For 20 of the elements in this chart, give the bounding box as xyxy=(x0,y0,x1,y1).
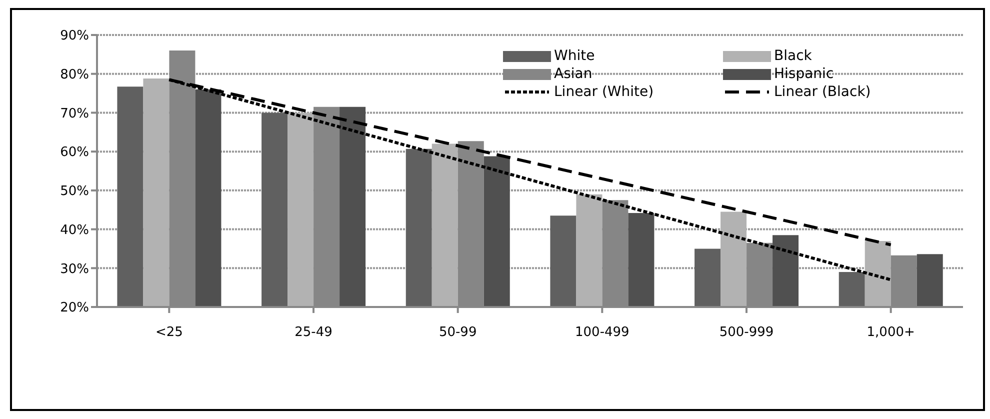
y-tick-label: 50% xyxy=(60,184,89,200)
x-tick-label: 50-99 xyxy=(438,325,477,340)
legend-label: White xyxy=(554,48,595,64)
legend-label: Asian xyxy=(554,66,592,82)
x-tick-label: 100-499 xyxy=(575,325,630,340)
legend-label: Black xyxy=(774,48,812,64)
y-tick-label: 60% xyxy=(60,145,89,160)
x-tick-label: 1,000+ xyxy=(866,325,915,340)
y-tick-label: 70% xyxy=(60,106,89,122)
y-tick-label: 80% xyxy=(60,67,89,82)
legend-label: Linear (Black) xyxy=(774,84,871,100)
x-tick-label: 25-49 xyxy=(294,325,332,340)
y-tick-label: 90% xyxy=(60,28,89,44)
legend-label: Hispanic xyxy=(774,66,834,82)
y-tick-label: 40% xyxy=(60,222,89,238)
x-tick-label: 500-999 xyxy=(719,325,774,340)
y-tick-label: 20% xyxy=(60,300,89,316)
x-tick-label: <25 xyxy=(155,325,183,340)
legend-label: Linear (White) xyxy=(554,84,654,100)
y-tick-label: 30% xyxy=(60,262,89,277)
